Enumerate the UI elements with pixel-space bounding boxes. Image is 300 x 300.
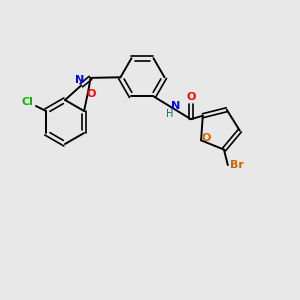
Text: N: N xyxy=(171,101,180,111)
Text: Br: Br xyxy=(230,160,244,170)
Text: O: O xyxy=(186,92,196,102)
Text: N: N xyxy=(75,75,84,85)
Text: O: O xyxy=(201,133,211,143)
Text: H: H xyxy=(167,109,174,119)
Text: O: O xyxy=(87,89,96,100)
Text: Cl: Cl xyxy=(21,97,33,107)
